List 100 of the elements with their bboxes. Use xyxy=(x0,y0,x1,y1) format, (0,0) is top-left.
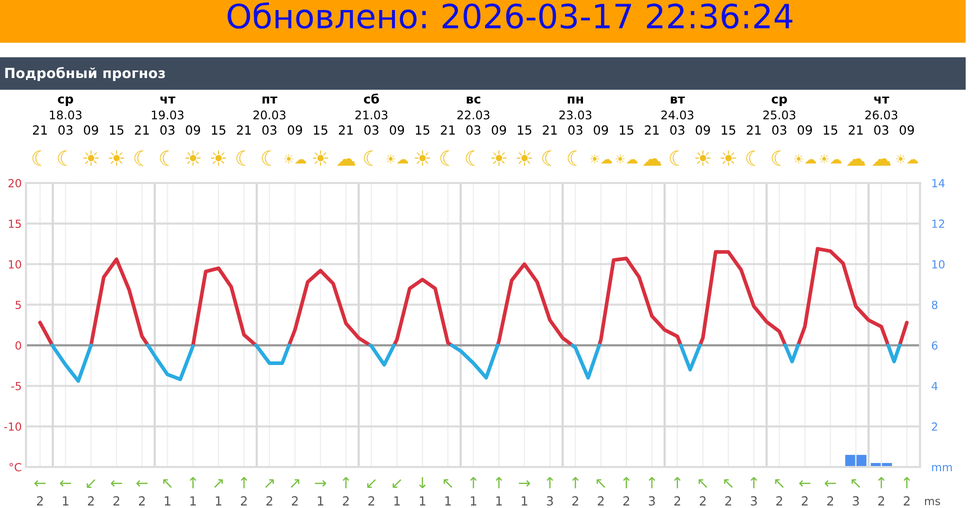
text: ☾ xyxy=(364,150,374,166)
x-tick-label: 03 xyxy=(364,125,378,135)
y2-tick-label: mm xyxy=(932,465,952,472)
text: чт 19.03 xyxy=(152,96,184,120)
x-tick-label: 09 xyxy=(798,125,812,135)
x-tick-label: 21 xyxy=(644,125,659,135)
text: ↑ xyxy=(546,477,554,488)
text: ☾ xyxy=(772,150,782,166)
x-tick-label: 03 xyxy=(160,125,174,135)
text: ☾ xyxy=(746,150,756,166)
text: пт 20.03 xyxy=(253,96,286,120)
x-tick-label: 21 xyxy=(338,125,353,135)
text: ↖ xyxy=(596,479,606,488)
text: ↓ xyxy=(419,477,426,488)
text: ↙ xyxy=(367,479,376,488)
text: ☾ xyxy=(32,150,42,166)
x-tick-label: 15 xyxy=(722,125,736,135)
text: ☀☁ xyxy=(590,154,612,164)
y2-tick-label: 6 xyxy=(932,341,938,350)
x-tick-label: 21 xyxy=(236,125,251,135)
x-tick-label: 21 xyxy=(848,125,863,135)
text: ☾ xyxy=(262,150,272,166)
x-tick-label: 15 xyxy=(212,125,226,135)
y2-tick-label: 8 xyxy=(932,300,938,310)
x-tick-label: 09 xyxy=(288,125,302,135)
text: ↑ xyxy=(342,477,350,488)
text: ☀☁ xyxy=(896,154,918,164)
x-tick-label: 03 xyxy=(874,125,888,135)
text: → xyxy=(518,480,530,487)
y-tick-label: 5 xyxy=(16,300,21,310)
text: ☾ xyxy=(542,150,552,166)
text: 2 xyxy=(342,496,349,506)
y-tick-label: 15 xyxy=(8,220,21,228)
y-tick-label: -5 xyxy=(11,382,21,390)
x-tick-label: 21 xyxy=(134,125,149,135)
text: 1 xyxy=(522,496,528,506)
text: ↑ xyxy=(648,477,656,488)
x-tick-label: 09 xyxy=(492,125,506,135)
x-tick-label: 15 xyxy=(518,125,532,135)
text: 1 xyxy=(190,496,196,506)
text: ← xyxy=(824,480,836,487)
text: 2 xyxy=(776,496,782,506)
text: 2 xyxy=(623,496,630,506)
text: 2 xyxy=(700,496,706,506)
text: 1 xyxy=(470,496,476,506)
text: ☀ xyxy=(491,150,507,166)
text: 2 xyxy=(904,496,910,506)
x-tick-label: 15 xyxy=(824,125,838,135)
text: ← xyxy=(136,480,148,487)
text: ↗ xyxy=(214,479,223,488)
text: 2 xyxy=(878,496,884,506)
text: чт 26.03 xyxy=(865,96,898,120)
text: ↑ xyxy=(496,477,502,488)
text: ↑ xyxy=(240,477,248,488)
text: ☀☁ xyxy=(386,154,408,164)
x-tick-label: 21 xyxy=(542,125,557,135)
text: ☾ xyxy=(236,150,246,166)
text: 1 xyxy=(318,496,324,506)
text: ☀ xyxy=(516,150,532,166)
text: ☀ xyxy=(695,150,710,166)
text: ↑ xyxy=(878,477,885,488)
x-tick-label: 21 xyxy=(32,125,47,135)
x-tick-label: 03 xyxy=(568,125,582,135)
text: ☀☁ xyxy=(820,154,842,164)
text: ← xyxy=(60,480,72,487)
text: ☀ xyxy=(108,150,124,166)
text: ☾ xyxy=(58,150,68,166)
text: сб 21.03 xyxy=(355,94,388,120)
text: ☀☁ xyxy=(284,154,306,164)
text: ☀ xyxy=(83,150,99,166)
text: 1 xyxy=(394,496,400,506)
text: ☁ xyxy=(846,158,866,166)
text: 3 xyxy=(750,496,757,506)
text: ср 18.03 xyxy=(50,96,82,120)
text: 1 xyxy=(445,496,451,506)
y-tick-label: 10 xyxy=(8,260,22,269)
x-tick-label: 15 xyxy=(620,125,634,135)
text: 2 xyxy=(88,496,94,506)
text: 2 xyxy=(292,496,298,506)
y2-tick-label: 14 xyxy=(932,179,945,188)
x-tick-label: 09 xyxy=(696,125,710,135)
text: ☁ xyxy=(336,158,356,166)
text: ↑ xyxy=(623,477,630,488)
text: → xyxy=(314,480,326,487)
text: ↖ xyxy=(775,479,784,488)
text: ↖ xyxy=(444,479,452,488)
text: ☀ xyxy=(720,150,736,166)
text: ☁ xyxy=(642,158,662,166)
text: 1 xyxy=(216,496,222,506)
text: ☾ xyxy=(466,150,476,166)
text: ← xyxy=(799,480,810,487)
x-tick-label: 03 xyxy=(262,125,276,135)
text: ↑ xyxy=(190,477,196,488)
x-tick-label: 03 xyxy=(772,125,786,135)
x-tick-label: 09 xyxy=(594,125,608,135)
text: ← xyxy=(110,480,122,487)
text: ☾ xyxy=(160,150,170,166)
x-tick-label: 03 xyxy=(58,125,72,135)
text: 2 xyxy=(802,496,808,506)
text: 1 xyxy=(164,496,170,506)
